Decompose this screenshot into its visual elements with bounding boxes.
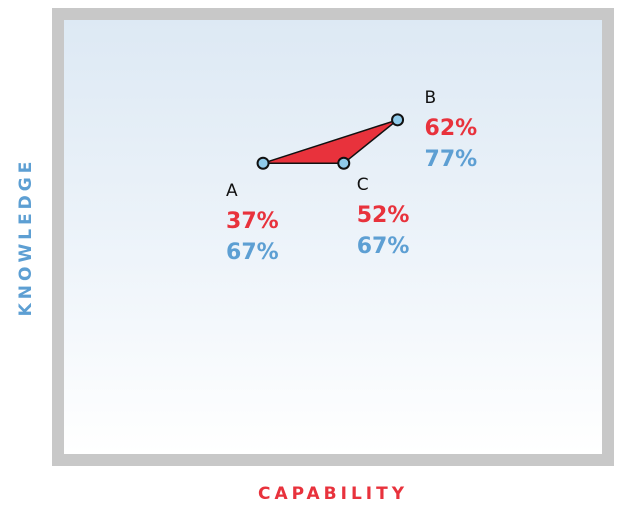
triangle-area xyxy=(262,119,399,164)
point-y-value-a: 67% xyxy=(226,240,279,265)
point-name-c: C xyxy=(357,175,369,195)
point-marker-c xyxy=(337,156,351,170)
point-marker-b xyxy=(391,113,405,127)
point-name-a: A xyxy=(226,181,238,201)
point-x-value-a: 37% xyxy=(226,209,279,234)
point-marker-a xyxy=(256,156,270,170)
point-x-value-c: 52% xyxy=(357,203,410,228)
plot-area xyxy=(64,20,602,454)
point-y-value-c: 67% xyxy=(357,234,410,259)
x-axis-label: CAPABILITY xyxy=(257,484,409,504)
point-y-value-b: 77% xyxy=(425,147,478,172)
point-name-b: B xyxy=(425,88,437,108)
plot-frame xyxy=(52,8,614,466)
point-x-value-b: 62% xyxy=(425,116,478,141)
